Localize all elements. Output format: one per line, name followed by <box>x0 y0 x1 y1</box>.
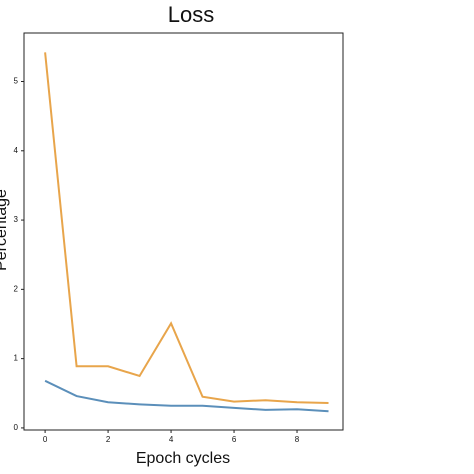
y-tick-label: 2 <box>14 284 19 293</box>
series-line <box>44 52 329 404</box>
x-tick-label: 2 <box>106 435 111 444</box>
plot-frame <box>23 32 344 431</box>
x-axis-label: Epoch cycles <box>136 450 230 467</box>
y-tick-label: 1 <box>14 354 19 363</box>
y-axis-label: Percentage <box>0 189 10 271</box>
y-tick-label: 5 <box>14 77 19 86</box>
y-tick-label: 0 <box>14 423 19 432</box>
y-tick-label: 3 <box>14 215 19 224</box>
x-tick-label: 6 <box>232 435 237 444</box>
x-tick-label: 8 <box>295 435 300 444</box>
x-tick-label: 4 <box>169 435 174 444</box>
series-line <box>44 379 329 413</box>
x-tick-label: 0 <box>43 435 48 444</box>
y-tick-label: 4 <box>14 146 19 155</box>
chart-title: Loss <box>168 2 214 27</box>
